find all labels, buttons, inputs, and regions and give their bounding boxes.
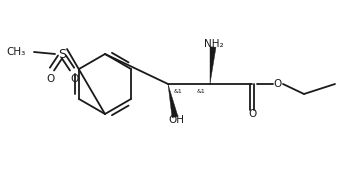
Text: CH₃: CH₃ [7,47,26,57]
Text: S: S [58,47,66,61]
Polygon shape [210,47,216,84]
Text: &1: &1 [196,89,205,94]
Text: O: O [248,109,256,119]
Text: OH: OH [168,115,184,125]
Text: O: O [70,74,78,84]
Text: NH₂: NH₂ [204,39,224,49]
Text: &1: &1 [174,89,183,94]
Polygon shape [168,84,178,118]
Text: O: O [274,79,282,89]
Text: O: O [46,74,54,84]
